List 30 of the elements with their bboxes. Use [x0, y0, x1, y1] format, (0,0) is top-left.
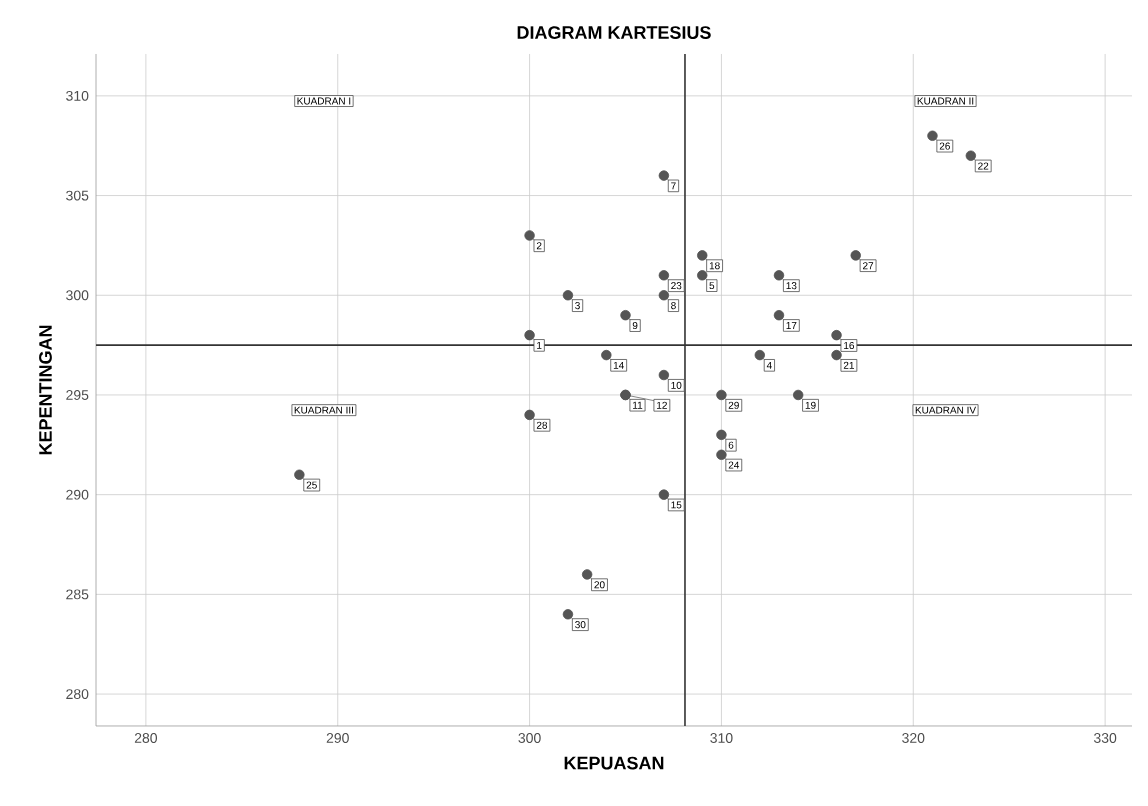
point	[965, 150, 977, 161]
point	[562, 609, 574, 620]
point	[620, 310, 631, 321]
point	[524, 329, 535, 341]
point	[716, 389, 727, 401]
point	[850, 250, 861, 261]
point	[658, 290, 670, 301]
point	[831, 329, 842, 341]
point	[927, 130, 938, 141]
point	[716, 429, 727, 441]
point	[658, 369, 670, 381]
point	[658, 270, 670, 281]
point	[773, 270, 785, 281]
point	[773, 310, 785, 321]
point	[294, 469, 305, 480]
point	[754, 349, 765, 361]
point	[658, 170, 670, 181]
point	[831, 349, 842, 361]
x-axis-title: KEPUASAN	[564, 756, 664, 770]
chart-title: DIAGRAM KARTESIUS	[517, 26, 711, 39]
point	[524, 409, 535, 421]
point	[658, 489, 670, 500]
point	[697, 250, 708, 261]
y-axis-title: KEPENTINGAN	[39, 325, 52, 455]
point	[792, 389, 804, 401]
point	[562, 290, 574, 301]
point	[716, 449, 727, 460]
point	[524, 230, 535, 241]
point	[581, 569, 593, 580]
point	[601, 349, 612, 361]
